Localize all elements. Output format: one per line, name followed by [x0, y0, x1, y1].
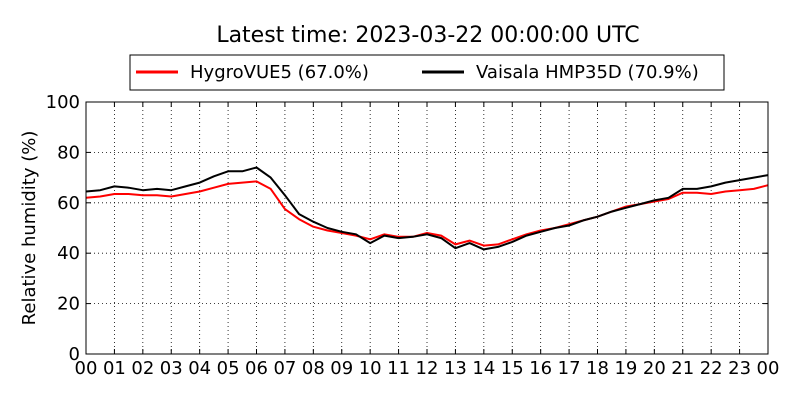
- x-tick-label: 03: [160, 358, 183, 379]
- x-tick-label: 21: [671, 358, 694, 379]
- y-tick-label: 100: [46, 92, 80, 113]
- legend: HygroVUE5 (67.0%) Vaisala HMP35D (70.9%): [129, 54, 725, 91]
- x-tick-label: 05: [217, 358, 240, 379]
- x-tick-label: 04: [188, 358, 211, 379]
- x-tick-label: 15: [501, 358, 524, 379]
- y-tick-label: 40: [57, 243, 80, 264]
- y-tick-label: 60: [57, 193, 80, 214]
- x-tick-label: 02: [131, 358, 154, 379]
- legend-label-0: HygroVUE5 (67.0%): [190, 62, 369, 83]
- grid-lines: [86, 102, 768, 354]
- x-tick-label: 17: [558, 358, 581, 379]
- x-tick-label: 09: [330, 358, 353, 379]
- y-tick-label: 20: [57, 294, 80, 315]
- chart-title: Latest time: 2023-03-22 00:00:00 UTC: [216, 23, 639, 48]
- x-tick-label: 01: [103, 358, 126, 379]
- legend-label-1: Vaisala HMP35D (70.9%): [476, 62, 699, 83]
- series-line-1: [85, 166, 769, 251]
- x-tick-label: 22: [700, 358, 723, 379]
- x-tick-label: 20: [643, 358, 666, 379]
- x-tick-label: 19: [614, 358, 637, 379]
- x-tick-label: 23: [728, 358, 751, 379]
- y-tick-label: 80: [57, 142, 80, 163]
- y-tick-label: 0: [69, 344, 80, 365]
- x-tick-label: 00: [75, 358, 98, 379]
- x-tick-label: 18: [586, 358, 609, 379]
- x-tick-label: 10: [359, 358, 382, 379]
- y-axis-label: Relative humidity (%): [19, 131, 40, 326]
- plot-frame: [85, 101, 769, 355]
- axis-ticks: 00 01 02 03 04 05 06 07 08 09 10 11 12 13 14 15 16 17 18 19…: [46, 92, 780, 379]
- x-tick-label: 14: [472, 358, 495, 379]
- series-line-0: [85, 180, 769, 247]
- x-tick-label: 07: [273, 358, 296, 379]
- x-tick-label: 11: [387, 358, 410, 379]
- x-tick-label: 08: [302, 358, 325, 379]
- x-tick-label: 16: [529, 358, 552, 379]
- x-tick-label: 12: [416, 358, 439, 379]
- x-tick-label: 13: [444, 358, 467, 379]
- x-tick-label: 06: [245, 358, 268, 379]
- series-layer: [85, 166, 769, 251]
- x-tick-label: 00: [757, 358, 780, 379]
